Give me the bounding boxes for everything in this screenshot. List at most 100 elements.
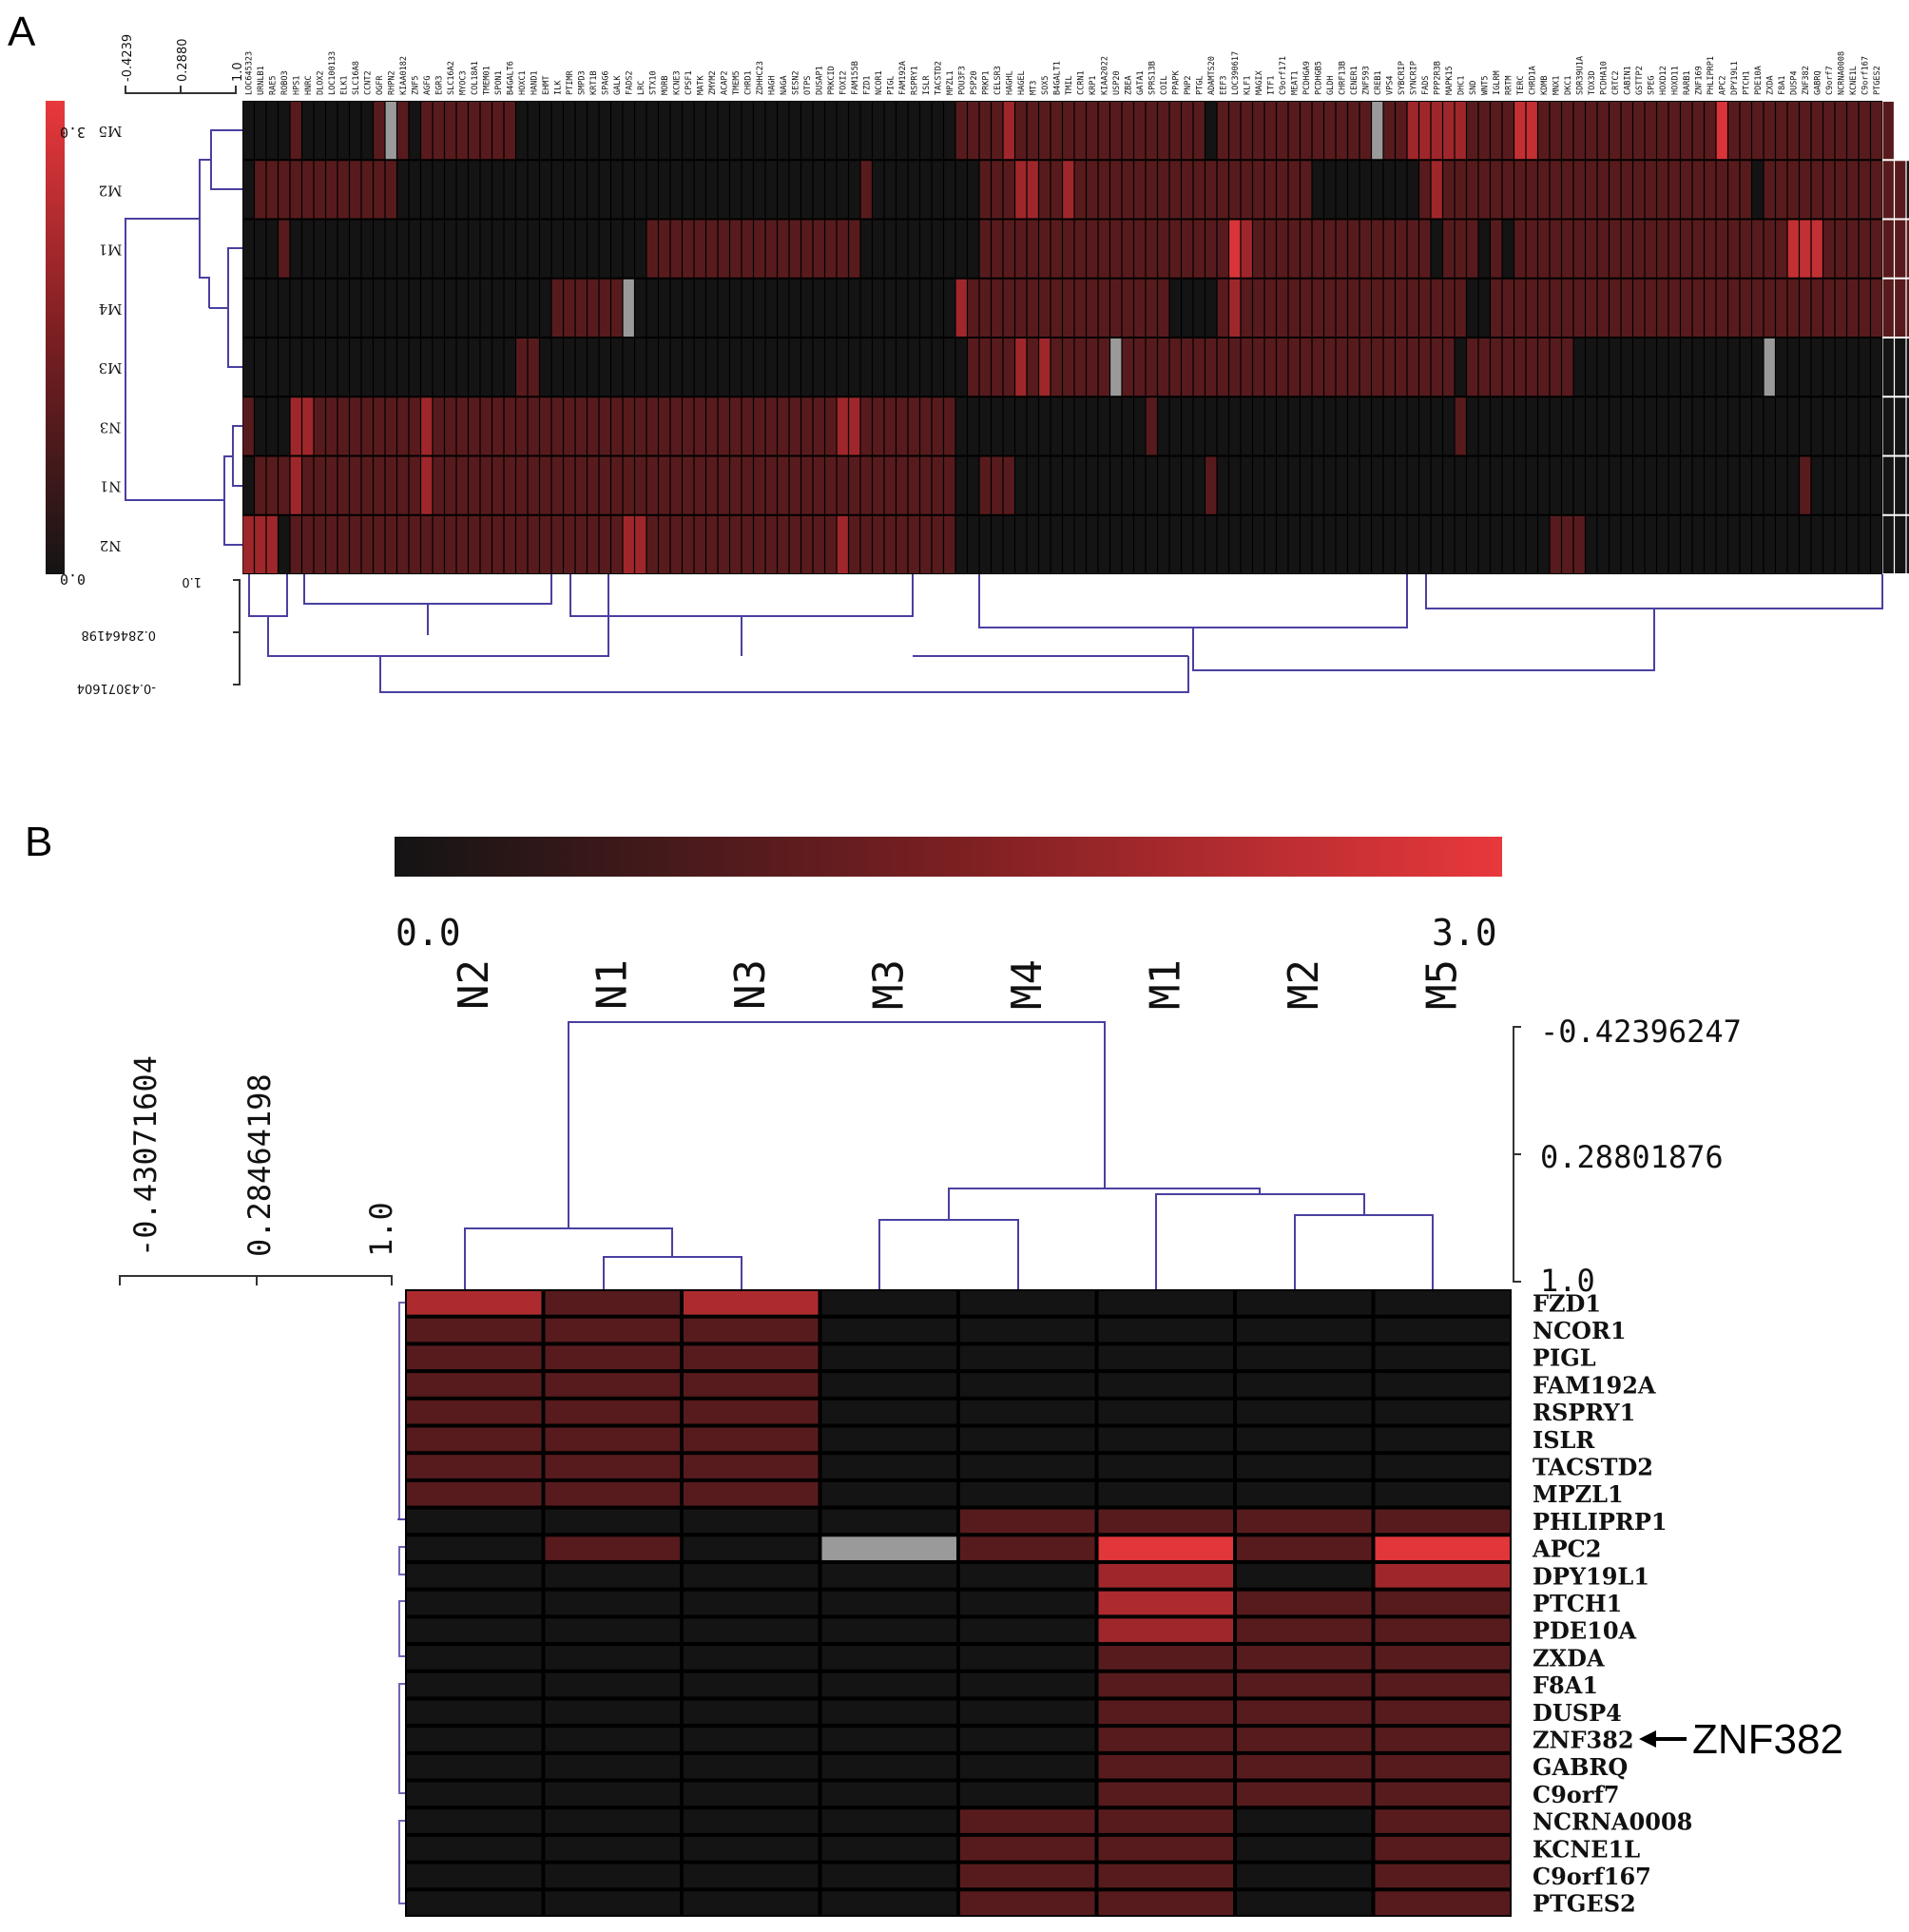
panel-a-cell (337, 515, 349, 573)
panel-a-cell (611, 279, 623, 337)
panel-a-cell (279, 456, 290, 514)
panel-a-cell (1764, 338, 1775, 396)
panel-a-cell (670, 397, 682, 455)
panel-a-cell (873, 338, 884, 396)
panel-a-cell (1882, 338, 1894, 396)
panel-a-cell (1205, 515, 1217, 573)
panel-a-cell (1882, 279, 1894, 337)
panel-a-cell (1882, 397, 1894, 455)
panel-a-cell (1467, 456, 1478, 514)
panel-a-cell (706, 102, 718, 160)
panel-a-cell (1811, 220, 1822, 278)
panel-a-cell (873, 102, 884, 160)
panel-a-column-label: FZD1 (862, 76, 872, 95)
panel-a-cell (1668, 515, 1680, 573)
panel-a-cell (492, 279, 504, 337)
panel-b-col-scale-2: 0.28801876 (1540, 1139, 1724, 1175)
panel-a-cell (1431, 220, 1442, 278)
panel-a-cell (1039, 220, 1051, 278)
panel-a-column-label: DUSP4 (1789, 70, 1799, 95)
panel-a-cell (1621, 515, 1632, 573)
panel-a-cell (1122, 515, 1133, 573)
panel-b-cell (960, 1373, 1095, 1397)
panel-b-cell (545, 1427, 680, 1452)
panel-a-cell (1359, 397, 1371, 455)
panel-a-cell (599, 279, 610, 337)
panel-a-cell (1087, 456, 1098, 514)
panel-a-cell (1752, 456, 1764, 514)
panel-a-cell (551, 161, 563, 219)
panel-a-cell (1728, 515, 1740, 573)
panel-a-cell (897, 161, 908, 219)
panel-a-cell (992, 397, 1003, 455)
panel-a-cell (659, 102, 670, 160)
panel-a-column-label: FADS2 (625, 70, 634, 95)
panel-b-cell (545, 1400, 680, 1424)
panel-a-cell (540, 161, 551, 219)
panel-b-cell (821, 1427, 956, 1452)
panel-b-cell (1098, 1400, 1233, 1424)
panel-a-cell (1241, 456, 1252, 514)
panel-a-cell (1823, 397, 1835, 455)
panel-a-cell (1764, 161, 1775, 219)
panel-a-cell (1705, 161, 1716, 219)
panel-b-cell (1375, 1809, 1510, 1833)
panel-a-column-label: RRTM (1504, 76, 1514, 95)
panel-a-cell (646, 102, 658, 160)
panel-a-cell (765, 456, 777, 514)
panel-a-cell (1859, 456, 1870, 514)
panel-a-cell (1264, 456, 1276, 514)
panel-a-cell (837, 279, 848, 337)
panel-a-cell (765, 220, 777, 278)
panel-a-cell (1835, 338, 1846, 396)
panel-a-cell (1597, 161, 1609, 219)
panel-a-cell (1859, 161, 1870, 219)
panel-a-cell (1573, 161, 1585, 219)
panel-a-cell (860, 397, 872, 455)
panel-a-cell (1550, 456, 1561, 514)
panel-a-cell (1705, 397, 1716, 455)
panel-a-cell (1705, 220, 1716, 278)
panel-b-row-label: ZXDA (1533, 1644, 1605, 1671)
panel-a-column-label: ITF1 (1266, 76, 1276, 95)
panel-a-cell (837, 220, 848, 278)
panel-a-cell (623, 279, 634, 337)
panel-a-cell (992, 279, 1003, 337)
panel-a-column-label: HOXD11 (1670, 66, 1680, 95)
panel-a-cell (1087, 515, 1098, 573)
panel-a-cell (326, 279, 337, 337)
panel-a-cell (433, 102, 444, 160)
panel-b-cell (407, 1400, 542, 1424)
panel-a-cell (968, 279, 979, 337)
panel-b-column-label: N2 (450, 959, 498, 1010)
panel-a-cell (611, 515, 623, 573)
panel-a-column-label: FAM192A (898, 61, 908, 95)
panel-a-cell (1312, 338, 1323, 396)
panel-a-cell (397, 515, 409, 573)
panel-b-cell (684, 1754, 819, 1779)
panel-a-cell (1288, 161, 1300, 219)
panel-a-cell (445, 397, 456, 455)
znf382-annotation: ZNF382 (1692, 1716, 1843, 1763)
panel-a-cell (825, 161, 837, 219)
panel-a-cell (1800, 161, 1811, 219)
panel-a-cell (1372, 161, 1383, 219)
panel-a-cell (1324, 456, 1336, 514)
panel-a-cell (1882, 220, 1894, 278)
panel-b-cell (1237, 1672, 1372, 1697)
panel-b-cell (684, 1809, 819, 1833)
panel-a-cell (1882, 456, 1894, 514)
panel-a-cell (1146, 456, 1157, 514)
panel-a-cell (1003, 515, 1014, 573)
panel-a-cell (1455, 456, 1466, 514)
panel-a-cell (1241, 102, 1252, 160)
panel-b-cell (1237, 1400, 1372, 1424)
panel-a-cell (1657, 338, 1668, 396)
panel-a-cell (1110, 397, 1122, 455)
panel-a-cell (813, 515, 824, 573)
panel-b-cell (1375, 1563, 1510, 1588)
panel-a-cell (1811, 397, 1822, 455)
panel-b-cell (1237, 1291, 1372, 1315)
panel-a-column-label: PTCH1 (1742, 70, 1751, 95)
panel-b-cell (1237, 1809, 1372, 1833)
